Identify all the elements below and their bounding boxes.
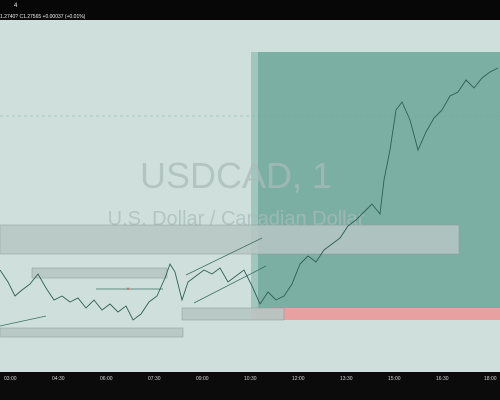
- resistance-zone[interactable]: [31, 267, 168, 279]
- watermark-symbol: USDCAD, 1: [140, 155, 332, 196]
- time-axis-label: 07:30: [148, 376, 161, 382]
- time-axis-label: 09:00: [196, 376, 209, 382]
- upper-range-zone[interactable]: [0, 224, 460, 255]
- lower-zone[interactable]: [0, 327, 184, 338]
- price-line: [0, 67, 499, 321]
- time-axis-label: 16:30: [436, 376, 449, 382]
- time-axis-label: 04:30: [52, 376, 65, 382]
- trend-line-left[interactable]: [0, 315, 47, 327]
- watermark-description: U.S. Dollar / Canadian Dollar: [108, 208, 365, 230]
- long-position-profit-zone[interactable]: [258, 52, 500, 308]
- time-axis-label: 15:00: [388, 376, 401, 382]
- time-axis-label: 03:00: [4, 376, 17, 382]
- time-axis-label: 18:00: [484, 376, 497, 382]
- window-top-bar: 4 1.2740? C1.27565 +0.00037 (+0.01%): [0, 0, 500, 20]
- time-axis-label: 12:00: [292, 376, 305, 382]
- time-axis-labels: 03:00 04:30 06:00 07:30 09:00 10:30 12:00 13:30…: [4, 376, 497, 382]
- time-axis[interactable]: [0, 372, 500, 400]
- corner-text: 4: [14, 3, 18, 9]
- long-position-loss-zone[interactable]: [251, 308, 500, 320]
- x-mark-icon: ×: [126, 287, 130, 293]
- channel-line-upper[interactable]: [185, 237, 263, 276]
- time-axis-label: 13:30: [340, 376, 353, 382]
- support-zone[interactable]: [181, 307, 285, 321]
- channel-line-lower[interactable]: [193, 265, 267, 304]
- quote-text: 1.2740? C1.27565 +0.00037 (+0.01%): [0, 14, 86, 20]
- time-axis-label: 10:30: [244, 376, 257, 382]
- time-axis-label: 06:00: [100, 376, 113, 382]
